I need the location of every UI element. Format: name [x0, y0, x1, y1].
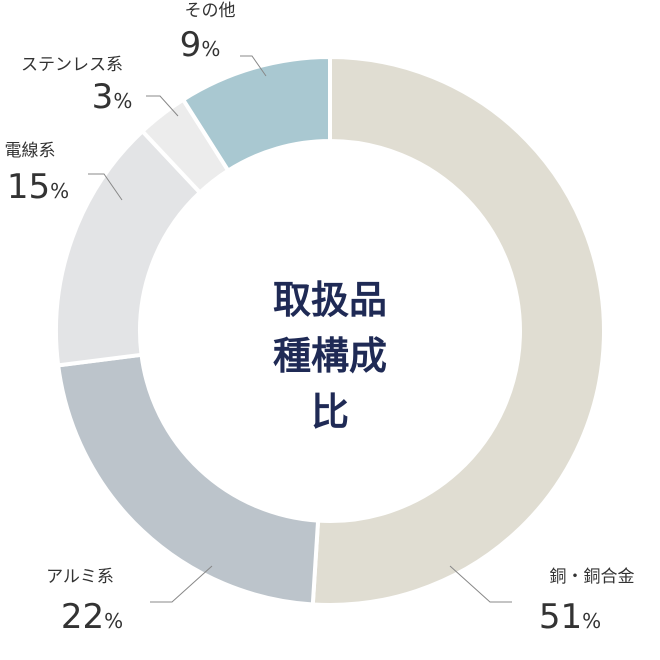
category-label: 銅・銅合金 — [550, 567, 635, 587]
category-label: アルミ系 — [46, 567, 114, 587]
leader-line — [146, 95, 179, 117]
chart-title: 取扱品種構成比 — [272, 278, 387, 434]
value-label: 51% — [539, 597, 601, 637]
donut-segment — [310, 54, 606, 607]
value-label: 3% — [92, 77, 133, 117]
category-label: 電線系 — [5, 141, 56, 161]
leader-line — [88, 173, 123, 201]
leader-line — [150, 565, 213, 603]
donut-segment — [180, 54, 332, 174]
value-label: 22% — [61, 597, 123, 637]
category-label: ステンレス系 — [21, 55, 123, 75]
leader-line — [449, 565, 512, 603]
category-label: その他 — [185, 1, 236, 21]
value-label: 15% — [7, 167, 69, 207]
value-label: 9% — [180, 25, 221, 65]
leader-line — [240, 55, 267, 77]
